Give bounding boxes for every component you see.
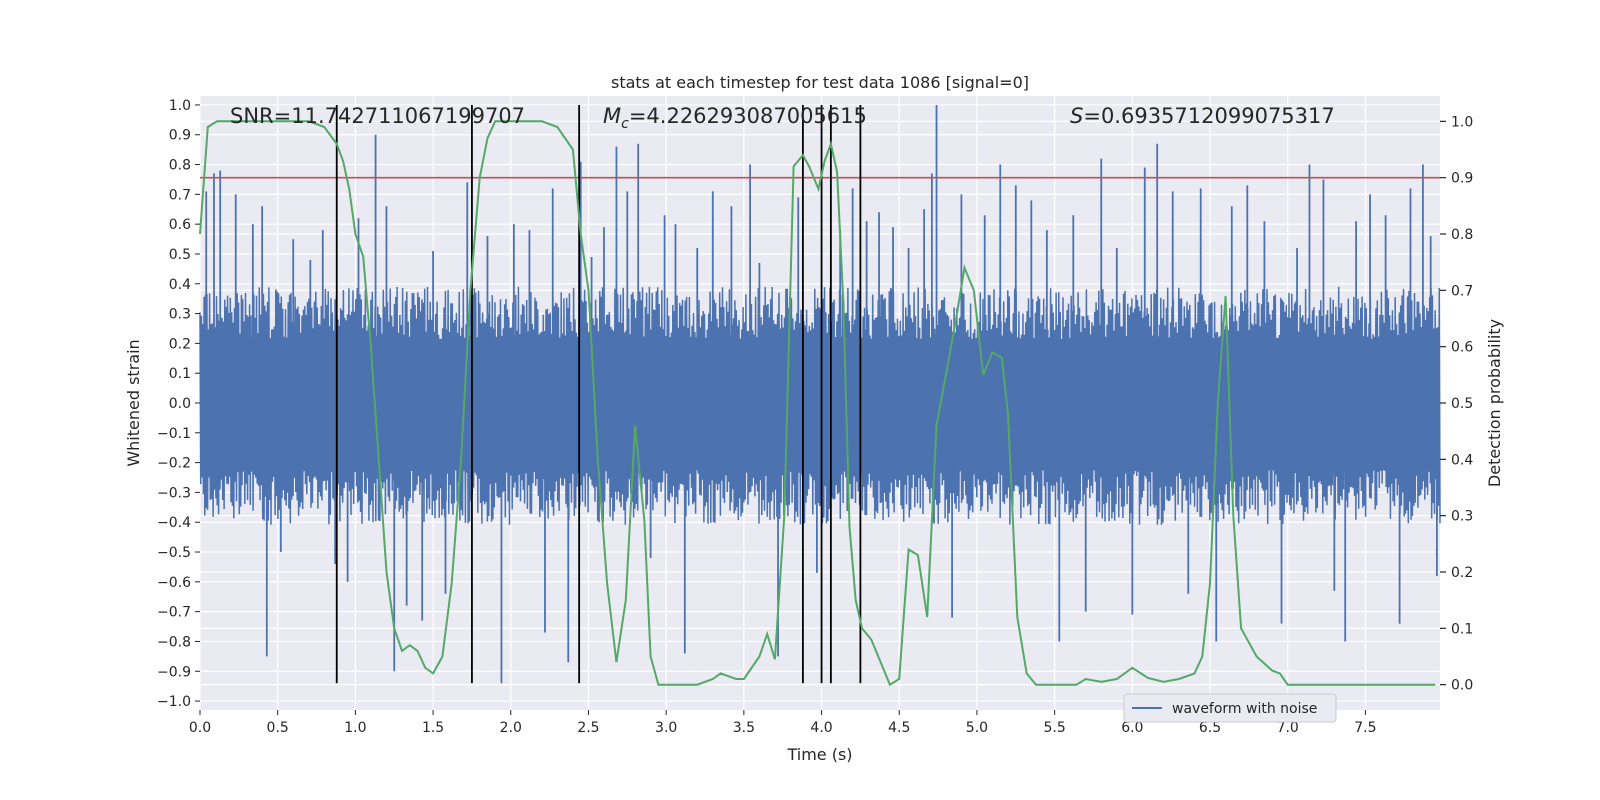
y-tick-label: 0.2 [169,336,191,352]
vertical-lines [335,104,862,684]
y-tick-label: −0.8 [157,634,191,650]
y-tick-label: −0.9 [157,664,191,680]
s-annotation: S=0.6935712099075317 [1070,104,1335,128]
y-tick-label: 0.4 [169,277,191,293]
x-tick-label: 3.0 [655,720,677,736]
x-axis-ticks: 0.0 0.5 1.0 1.5 2.0 2.5 3.0 3.5 4.0 4.5 5.0 5.5 6.0 6… [189,710,1377,736]
y-axis-right-label: Detection probability [1485,319,1504,487]
x-tick-label: 4.5 [888,720,910,736]
y-tick-label: −0.4 [157,515,191,531]
x-tick-label: 3.5 [733,720,755,736]
x-tick-label: 7.5 [1354,720,1376,736]
y-tick-label: 1.0 [169,98,191,114]
y-tick-label: 0.8 [169,158,191,174]
y-tick-label: −0.7 [157,605,191,621]
y-tick-label: −0.5 [157,545,191,561]
y-axis-right-ticks: 1.0 0.9 0.8 0.7 0.6 0.5 0.4 0.3 0.2 0.1 0.0 [1440,114,1473,694]
y-tick-label: 0.6 [169,217,191,233]
legend: waveform with noise [1123,693,1337,723]
y-right-tick-label: 1.0 [1451,114,1473,130]
x-tick-label: 6.0 [1121,720,1143,736]
mc-subscript: c [621,116,629,132]
mc-symbol: M [603,104,621,128]
y-right-tick-label: 0.9 [1451,171,1473,187]
x-tick-label: 4.0 [810,720,832,736]
y-right-tick-label: 0.0 [1451,678,1473,694]
x-tick-label: 7.0 [1277,720,1299,736]
x-tick-label: 0.0 [189,720,211,736]
x-tick-label: 5.5 [1044,720,1066,736]
y-right-tick-label: 0.2 [1451,565,1473,581]
x-tick-label: 2.0 [500,720,522,736]
x-tick-label: 2.5 [577,720,599,736]
waveform-line [199,286,1441,526]
x-tick-label: 5.0 [966,720,988,736]
y-tick-label: 0.7 [169,187,191,203]
waveform-series [199,104,1441,684]
y-tick-label: 0.1 [169,366,191,382]
y-axis-left-label: Whitened strain [124,339,143,466]
probability-line [199,120,1436,687]
x-tick-label: 6.5 [1199,720,1221,736]
y-tick-label: −0.2 [157,456,191,472]
y-axis-left-ticks: 1.0 0.9 0.8 0.7 0.6 0.5 0.4 0.3 0.2 0.1 0.0 −0.1 −0.… [157,98,200,710]
x-axis-label: Time (s) [786,745,852,764]
y-right-tick-label: 0.5 [1451,396,1473,412]
y-right-tick-label: 0.3 [1451,509,1473,525]
y-tick-label: −1.0 [157,694,191,710]
y-right-tick-label: 0.8 [1451,227,1473,243]
probability-series [199,120,1436,687]
y-tick-label: 0.3 [169,307,191,323]
legend-box [1123,693,1337,723]
chart-title: stats at each timestep for test data 108… [611,73,1029,92]
s-symbol: S [1070,104,1083,128]
x-tick-label: 0.5 [267,720,289,736]
legend-label: waveform with noise [1172,701,1317,717]
x-tick-label: 1.0 [344,720,366,736]
y-tick-label: 0.9 [169,128,191,144]
y-right-tick-label: 0.6 [1451,340,1473,356]
s-value: =0.6935712099075317 [1083,104,1334,128]
snr-annotation: SNR=11.742711067199707 [230,104,525,128]
y-tick-label: −0.1 [157,426,191,442]
y-tick-label: −0.6 [157,575,191,591]
mc-annotation: Mc=4.226293087005615 [603,104,867,132]
y-tick-label: 0.0 [169,396,191,412]
y-tick-label: −0.3 [157,485,191,501]
y-right-tick-label: 0.7 [1451,283,1473,299]
y-right-tick-label: 0.1 [1451,621,1473,637]
mc-value: =4.226293087005615 [629,104,867,128]
x-tick-label: 1.5 [422,720,444,736]
y-right-tick-label: 0.4 [1451,452,1473,468]
y-tick-label: 0.5 [169,247,191,263]
